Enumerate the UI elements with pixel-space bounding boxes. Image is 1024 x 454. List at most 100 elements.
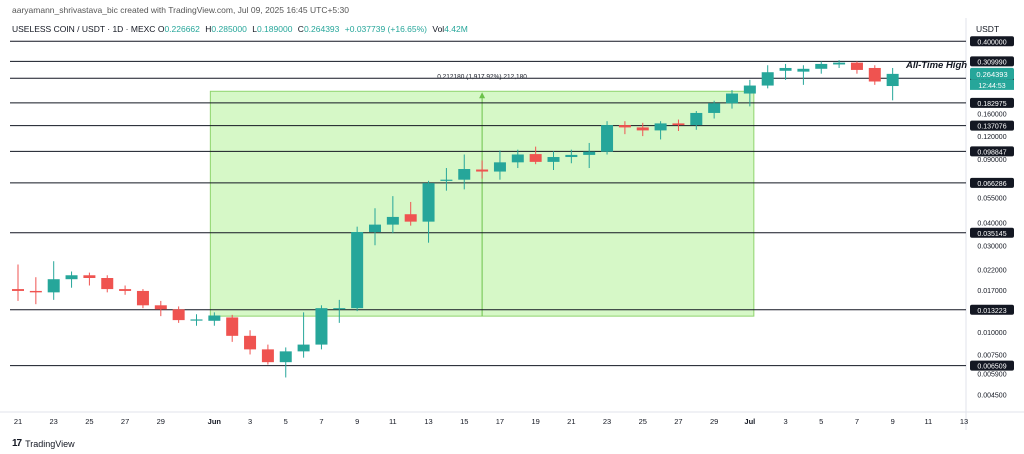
candle-body	[47, 279, 60, 293]
y-tick-label: 0.004500	[977, 393, 1006, 400]
candle-body	[458, 169, 471, 180]
y-tick-label: 0.005900	[977, 371, 1006, 378]
x-tick-label: 29	[157, 417, 165, 426]
x-tick-label: 11	[924, 417, 932, 426]
y-tick-label: 0.055000	[977, 196, 1006, 203]
ohlc-values: O0.226662 H0.285000 L0.189000 C0.264393	[158, 24, 343, 34]
level-price-label: 0.137076	[977, 124, 1006, 131]
candle-body	[654, 123, 667, 131]
candle-body	[761, 72, 774, 86]
x-tick-label: 9	[355, 417, 359, 426]
level-price-tag	[970, 177, 1014, 188]
level-price-label: 0.066286	[977, 181, 1006, 188]
level-price-label: 0.013223	[977, 308, 1006, 315]
candle-body	[886, 73, 899, 87]
x-tick-label: 5	[819, 417, 823, 426]
x-tick-label: 25	[639, 417, 647, 426]
candle-body	[833, 62, 846, 65]
candle-body	[868, 67, 881, 82]
level-price-tag	[970, 97, 1014, 108]
candle-body	[850, 62, 863, 70]
candle-body	[101, 277, 114, 290]
candle-body	[208, 315, 221, 321]
x-tick-label: 13	[424, 417, 432, 426]
measure-label: 0.212180 (1,917.92%) 212,180	[437, 73, 527, 80]
level-price-label: 0.098847	[977, 149, 1006, 156]
ohlc-key-l: L	[252, 24, 257, 34]
x-tick-label: 21	[567, 417, 575, 426]
candle-body	[261, 349, 274, 363]
candle-body	[726, 93, 738, 104]
candle-body	[583, 151, 596, 155]
candle-body	[440, 179, 453, 181]
candle-body	[29, 290, 42, 293]
candle-body	[351, 232, 364, 309]
candle-body	[154, 305, 167, 310]
x-tick-label: 3	[248, 417, 252, 426]
x-tick-label: 15	[460, 417, 468, 426]
ohlc-value-c: 0.264393	[303, 24, 340, 34]
x-tick-label: 29	[710, 417, 718, 426]
ohlc-key-o: O	[157, 24, 165, 34]
y-tick-label: 0.007500	[977, 352, 1006, 359]
x-tick-label: 27	[674, 417, 682, 426]
candle-body	[547, 157, 560, 162]
y-tick-label: 0.017000	[977, 288, 1006, 295]
x-tick-label: 23	[50, 417, 58, 426]
candle-body	[404, 214, 417, 222]
candle-body	[369, 224, 381, 233]
ohlc-value-o: 0.226662	[164, 24, 200, 34]
candle-body	[672, 123, 685, 126]
y-tick-label: 0.040000	[977, 221, 1006, 228]
candle-body	[297, 344, 310, 352]
y-tick-label: 0.090000	[977, 157, 1006, 164]
candle-body	[12, 289, 24, 291]
candle-body	[797, 68, 810, 72]
x-tick-label: 7	[319, 417, 323, 426]
candle-body	[476, 169, 489, 172]
volume-label: Vol	[432, 24, 445, 34]
tradingview-logo: 17 TradingView	[12, 438, 75, 449]
level-price-label: 0.035145	[977, 231, 1006, 238]
x-tick-label: 19	[531, 417, 539, 426]
candle-body	[65, 275, 78, 280]
candle-body	[172, 309, 185, 321]
measure-arrow-head	[479, 92, 486, 99]
countdown-tag	[970, 79, 1014, 90]
x-tick-label: 27	[121, 417, 129, 426]
y-tick-label: 0.030000	[977, 243, 1006, 250]
candle-body	[565, 154, 578, 158]
candle-body	[244, 335, 257, 350]
tradingview-brand-text: TradingView	[25, 438, 75, 449]
y-tick-label: 0.022000	[977, 268, 1006, 275]
y-tick-label: 0.160000	[977, 111, 1006, 118]
x-tick-label: 11	[389, 417, 397, 426]
ohlc-value-h: 0.285000	[211, 24, 247, 34]
x-tick-label: Jun	[208, 417, 222, 426]
ohlc-key-c: C	[297, 24, 304, 34]
candle-body	[815, 63, 828, 69]
x-tick-label: 9	[891, 417, 895, 426]
countdown-label: 12:44:53	[978, 83, 1005, 90]
candle-body	[119, 289, 132, 291]
level-price-tag	[970, 146, 1014, 157]
level-price-label: 0.006509	[977, 364, 1006, 371]
y-tick-label: 0.120000	[977, 134, 1006, 141]
attribution-text: aaryamann_shrivastava_bic created with T…	[12, 5, 349, 15]
candle-body	[190, 319, 203, 321]
x-tick-label: 25	[85, 417, 93, 426]
level-price-tag	[970, 227, 1014, 238]
x-tick-label: 7	[855, 417, 859, 426]
candle-body	[618, 125, 631, 128]
price-change: +0.037739 (+16.65%)	[344, 24, 427, 34]
level-price-label: 0.400000	[977, 39, 1006, 46]
currency-label: USDT	[976, 24, 1000, 34]
candle-body	[511, 154, 524, 163]
candle-body	[315, 308, 328, 345]
volume-value: 4.42M	[444, 24, 468, 34]
candle-body	[83, 275, 96, 278]
candle-body	[529, 154, 542, 162]
ohlc-value-l: 0.189000	[256, 24, 293, 34]
x-tick-label: 13	[960, 417, 968, 426]
